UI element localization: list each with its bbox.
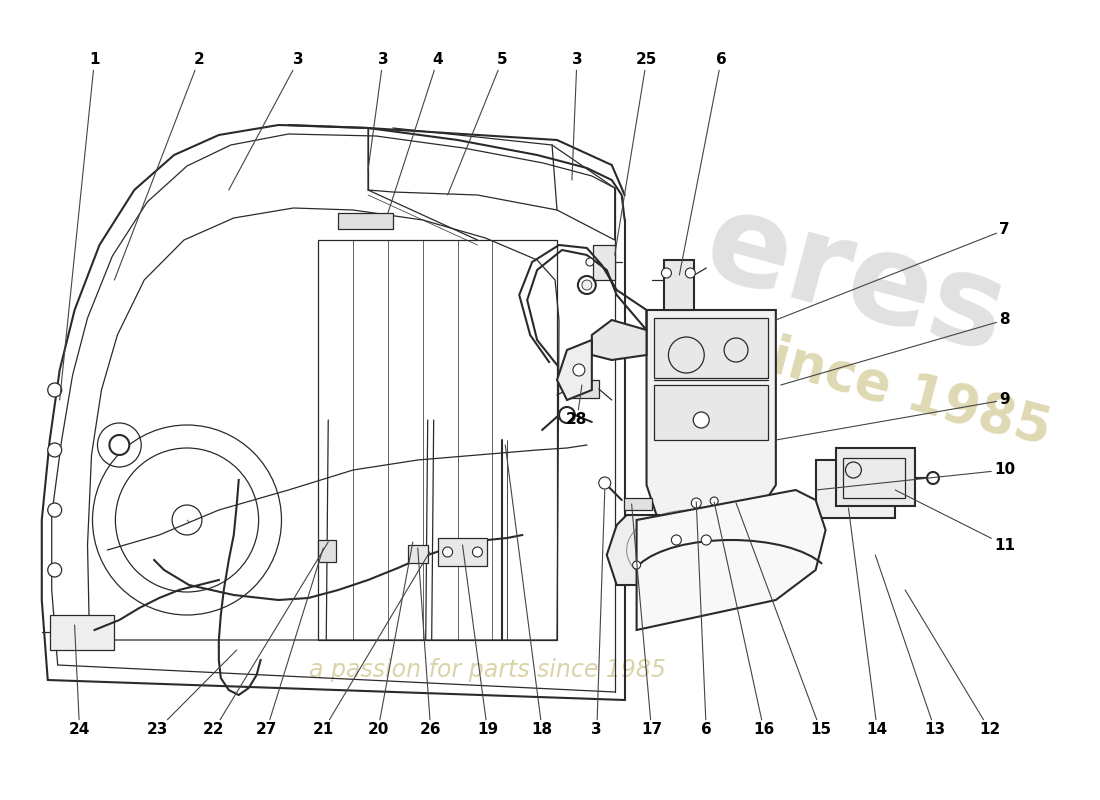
Circle shape <box>582 280 592 290</box>
Text: 14: 14 <box>848 508 888 738</box>
Text: 11: 11 <box>895 490 1015 553</box>
Polygon shape <box>592 320 647 360</box>
Circle shape <box>47 563 62 577</box>
Text: 3: 3 <box>592 490 605 738</box>
Text: 20: 20 <box>367 542 412 738</box>
Circle shape <box>671 535 681 545</box>
Text: 21: 21 <box>312 552 430 738</box>
Text: 15: 15 <box>736 503 832 738</box>
Text: 9: 9 <box>776 393 1010 440</box>
Text: 3: 3 <box>572 53 582 180</box>
Polygon shape <box>557 340 592 400</box>
Text: 8: 8 <box>781 313 1010 385</box>
Circle shape <box>47 503 62 517</box>
Circle shape <box>927 472 939 484</box>
Circle shape <box>701 535 712 545</box>
Bar <box>338 213 393 229</box>
Bar <box>815 460 895 518</box>
Text: 17: 17 <box>631 504 662 738</box>
Text: 2: 2 <box>114 53 205 280</box>
Circle shape <box>632 561 640 569</box>
Bar <box>408 545 428 563</box>
Text: 7: 7 <box>776 222 1010 320</box>
Text: 3: 3 <box>229 53 304 190</box>
Text: 19: 19 <box>462 545 498 738</box>
Polygon shape <box>647 310 776 515</box>
Bar <box>654 385 768 440</box>
Circle shape <box>711 497 718 505</box>
Text: 18: 18 <box>505 445 552 738</box>
Circle shape <box>442 547 452 557</box>
Bar <box>50 615 114 650</box>
Bar <box>438 538 487 566</box>
Circle shape <box>693 412 710 428</box>
Text: 4: 4 <box>388 53 443 213</box>
Bar <box>844 458 905 498</box>
Bar <box>593 245 615 280</box>
Text: 27: 27 <box>256 548 323 738</box>
Circle shape <box>47 443 62 457</box>
Text: 1: 1 <box>59 53 100 400</box>
Circle shape <box>661 268 671 278</box>
Text: a passion for parts since 1985: a passion for parts since 1985 <box>309 658 666 682</box>
Circle shape <box>109 435 130 455</box>
Circle shape <box>47 383 62 397</box>
Text: 24: 24 <box>69 625 90 738</box>
Text: 6: 6 <box>696 502 712 738</box>
Circle shape <box>691 498 701 508</box>
Text: 23: 23 <box>146 650 236 738</box>
Circle shape <box>685 268 695 278</box>
Bar <box>654 318 768 378</box>
Bar <box>624 498 651 510</box>
Circle shape <box>586 258 594 266</box>
Text: 22: 22 <box>204 542 328 738</box>
Circle shape <box>573 364 585 376</box>
Bar <box>569 380 598 398</box>
Text: since 1985: since 1985 <box>735 323 1056 457</box>
Polygon shape <box>637 490 826 630</box>
Bar <box>318 240 557 640</box>
Text: 28: 28 <box>566 385 587 427</box>
Text: 26: 26 <box>418 548 441 738</box>
Text: eres: eres <box>692 182 1019 378</box>
Text: 12: 12 <box>905 590 1000 738</box>
Text: 10: 10 <box>815 462 1015 490</box>
Bar <box>318 540 337 562</box>
Text: 3: 3 <box>368 53 388 170</box>
Circle shape <box>598 477 611 489</box>
Polygon shape <box>607 515 795 585</box>
Circle shape <box>473 547 483 557</box>
Text: 13: 13 <box>876 555 946 738</box>
Text: 25: 25 <box>615 53 657 255</box>
Text: 6: 6 <box>680 53 726 275</box>
Text: 16: 16 <box>714 502 774 738</box>
Bar <box>664 260 694 310</box>
Bar <box>836 448 915 506</box>
Text: 5: 5 <box>448 53 507 195</box>
